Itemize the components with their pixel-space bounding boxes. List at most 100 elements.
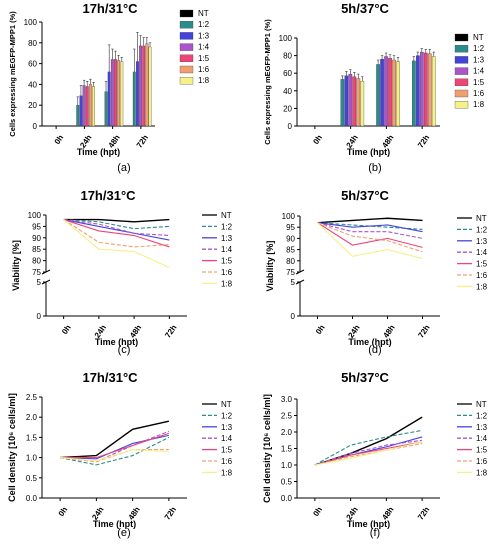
bar bbox=[412, 60, 416, 127]
chart-title: 17h/31°C bbox=[82, 1, 138, 16]
panel-label: (b) bbox=[368, 162, 381, 174]
y-tick-label: 95 bbox=[32, 222, 41, 231]
legend-swatch bbox=[454, 56, 469, 64]
bar bbox=[423, 52, 428, 127]
series-line bbox=[60, 432, 170, 459]
legend-label: 1:2 bbox=[221, 222, 233, 231]
legend-swatch bbox=[179, 32, 194, 40]
legend-swatch bbox=[179, 21, 194, 29]
legend-label: 1:3 bbox=[198, 31, 210, 40]
y-tick-label: 5 bbox=[37, 278, 42, 287]
y-tick-label: 40 bbox=[283, 87, 292, 96]
bar bbox=[88, 84, 92, 127]
y-tick-label: 20 bbox=[283, 104, 292, 113]
legend-label: 1:8 bbox=[221, 468, 233, 477]
x-axis-title: Time (hpt) bbox=[347, 519, 390, 529]
y-tick-label: 100 bbox=[282, 212, 296, 221]
chart-title: 5h/37°C bbox=[341, 370, 389, 385]
bar bbox=[360, 80, 365, 127]
legend-label: 1:4 bbox=[221, 245, 233, 254]
legend-label: NT bbox=[221, 400, 232, 409]
x-tick-label: 0h bbox=[57, 505, 70, 518]
bar bbox=[92, 86, 95, 127]
series-line bbox=[63, 219, 170, 248]
series-line bbox=[60, 436, 170, 466]
series-line bbox=[63, 219, 170, 248]
legend-label: NT bbox=[476, 214, 487, 223]
legend-label: 1:5 bbox=[476, 260, 488, 269]
x-tick-label: 0h bbox=[311, 505, 324, 518]
y-tick-label: 0.5 bbox=[26, 474, 38, 483]
y-tick-label: 75 bbox=[32, 268, 41, 277]
legend-label: 1:8 bbox=[473, 100, 485, 109]
series-line bbox=[63, 219, 170, 241]
x-tick-label: 0h bbox=[60, 323, 73, 336]
legend-label: 1:3 bbox=[221, 423, 233, 432]
y-tick-label: 2.0 bbox=[281, 428, 293, 437]
x-tick-label: 0h bbox=[53, 133, 66, 146]
legend-swatch bbox=[454, 67, 469, 75]
y-tick-label: 80 bbox=[32, 257, 41, 266]
legend-label: 1:5 bbox=[198, 54, 210, 63]
y-tick-label: 1.5 bbox=[26, 433, 38, 442]
legend-label: 1:2 bbox=[476, 225, 488, 234]
bar bbox=[380, 58, 384, 127]
bar bbox=[352, 76, 357, 127]
y-tick-label: 80 bbox=[283, 52, 292, 61]
y-tick-label: 100 bbox=[24, 18, 38, 27]
y-tick-label: 85 bbox=[286, 246, 295, 255]
legend-label: 1:5 bbox=[221, 446, 233, 455]
legend-swatch bbox=[179, 9, 194, 18]
bar bbox=[356, 78, 361, 127]
legend-label: NT bbox=[476, 400, 487, 409]
legend-label: 1:6 bbox=[198, 65, 210, 74]
series-line bbox=[314, 443, 423, 466]
y-tick-label: 2.5 bbox=[281, 412, 293, 421]
bar bbox=[148, 46, 152, 127]
legend-swatch bbox=[454, 45, 469, 53]
legend-label: 1:3 bbox=[473, 55, 485, 64]
y-axis-title: Viability [%] bbox=[265, 241, 275, 292]
panel-label: (d) bbox=[368, 344, 381, 356]
legend-swatch bbox=[179, 65, 194, 74]
y-tick-label: 0.0 bbox=[281, 494, 293, 503]
bar bbox=[340, 79, 345, 127]
panel-label: (f) bbox=[370, 527, 380, 539]
series-line bbox=[314, 441, 423, 466]
y-tick-label: 5 bbox=[291, 278, 296, 287]
legend-label: 1:8 bbox=[198, 76, 210, 85]
legend-label: NT bbox=[198, 9, 209, 18]
bar bbox=[419, 51, 424, 127]
y-tick-label: 3.0 bbox=[281, 395, 293, 404]
bar bbox=[120, 61, 124, 127]
y-axis-title: Cells expressing mEGFP-MPP1 (%) bbox=[8, 11, 17, 137]
series-line bbox=[314, 429, 423, 466]
panel-f: 5h/37°C(f)0.00.51.01.52.02.53.00h 24h 48h 7… bbox=[262, 370, 488, 539]
bar bbox=[85, 86, 89, 127]
y-tick-label: 60 bbox=[28, 60, 37, 69]
series-line bbox=[63, 218, 170, 223]
y-tick-label: 80 bbox=[28, 39, 37, 48]
y-tick-label: 0 bbox=[37, 312, 42, 321]
y-tick-label: 40 bbox=[28, 80, 37, 89]
series-line bbox=[317, 222, 423, 248]
series-line bbox=[317, 222, 423, 239]
bar bbox=[117, 60, 121, 127]
legend-label: 1:2 bbox=[476, 411, 488, 420]
bar bbox=[110, 59, 114, 127]
legend-label: 1:6 bbox=[221, 457, 233, 466]
legend-label: 1:2 bbox=[473, 44, 485, 53]
x-tick-label: 72h bbox=[163, 505, 178, 522]
bar bbox=[142, 45, 146, 127]
y-tick-label: 95 bbox=[286, 223, 295, 232]
legend-label: 1:6 bbox=[476, 271, 488, 280]
y-tick-label: 75 bbox=[286, 268, 295, 277]
legend-label: 1:5 bbox=[473, 78, 485, 87]
series-line bbox=[317, 222, 423, 260]
chart-title: 5h/37°C bbox=[341, 188, 389, 203]
bar bbox=[388, 58, 392, 127]
legend-label: NT bbox=[473, 33, 484, 42]
